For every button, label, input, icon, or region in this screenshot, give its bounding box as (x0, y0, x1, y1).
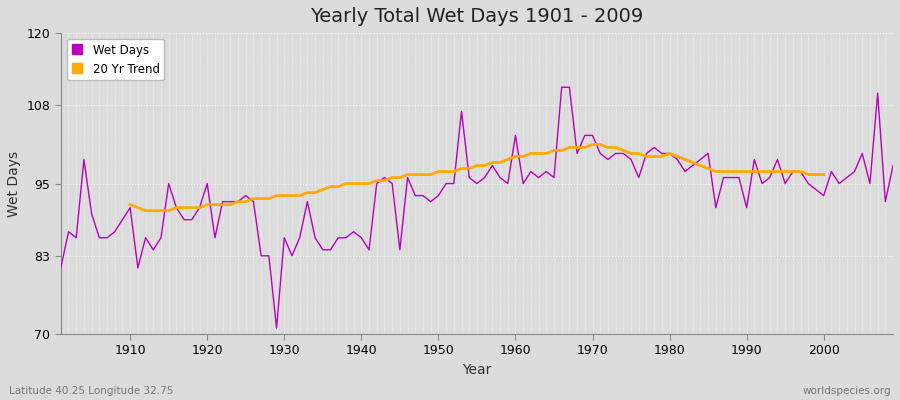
20 Yr Trend (140, 208, 151, 213)
20 Yr Trend (811, 172, 822, 177)
Wet Days (510, 133, 521, 138)
Wet Days (887, 163, 898, 168)
20 Yr Trend (818, 172, 829, 177)
Y-axis label: Wet Days: Wet Days (7, 150, 21, 217)
Wet Days (556, 85, 567, 90)
Wet Days (340, 235, 351, 240)
20 Yr Trend (587, 142, 598, 147)
20 Yr Trend (725, 169, 736, 174)
Wet Days (294, 235, 305, 240)
20 Yr Trend (125, 202, 136, 207)
Text: Latitude 40.25 Longitude 32.75: Latitude 40.25 Longitude 32.75 (9, 386, 174, 396)
Title: Yearly Total Wet Days 1901 - 2009: Yearly Total Wet Days 1901 - 2009 (310, 7, 644, 26)
Legend: Wet Days, 20 Yr Trend: Wet Days, 20 Yr Trend (67, 39, 165, 80)
Wet Days (271, 326, 282, 330)
X-axis label: Year: Year (463, 363, 491, 377)
Wet Days (618, 151, 629, 156)
Text: worldspecies.org: worldspecies.org (803, 386, 891, 396)
Wet Days (518, 181, 528, 186)
20 Yr Trend (310, 190, 320, 195)
Wet Days (56, 266, 67, 270)
20 Yr Trend (217, 202, 228, 207)
20 Yr Trend (533, 151, 544, 156)
20 Yr Trend (294, 193, 305, 198)
Line: 20 Yr Trend: 20 Yr Trend (130, 144, 824, 211)
Wet Days (117, 217, 128, 222)
Line: Wet Days: Wet Days (61, 87, 893, 328)
